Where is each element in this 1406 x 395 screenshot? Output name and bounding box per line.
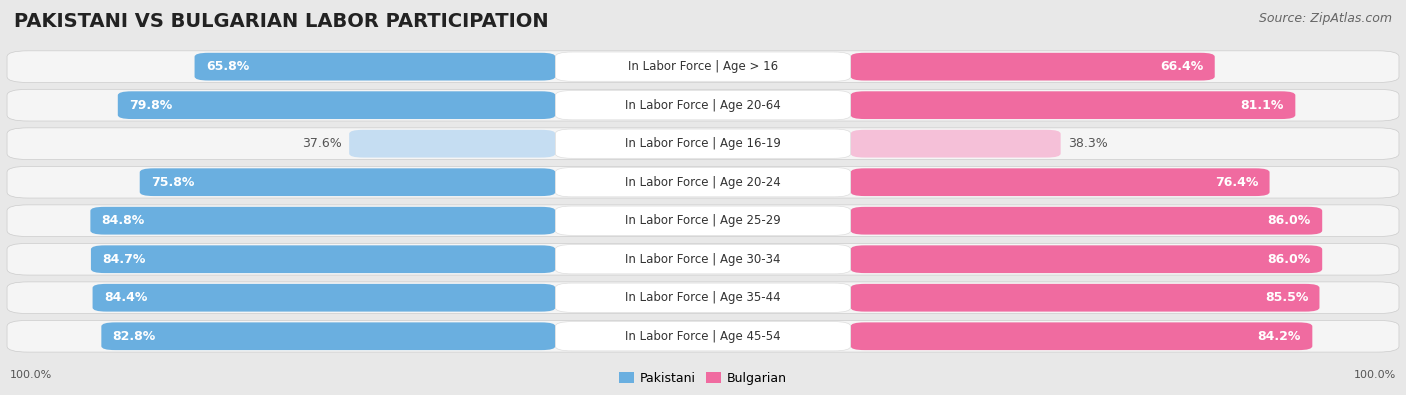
Text: 76.4%: 76.4% [1215, 176, 1258, 189]
Text: In Labor Force | Age 30-34: In Labor Force | Age 30-34 [626, 253, 780, 266]
Text: In Labor Force | Age 20-64: In Labor Force | Age 20-64 [626, 99, 780, 112]
Text: 81.1%: 81.1% [1240, 99, 1284, 112]
FancyBboxPatch shape [101, 322, 555, 350]
Text: 100.0%: 100.0% [10, 370, 52, 380]
Text: In Labor Force | Age 45-54: In Labor Force | Age 45-54 [626, 330, 780, 343]
FancyBboxPatch shape [851, 245, 1322, 273]
FancyBboxPatch shape [851, 168, 1270, 196]
FancyBboxPatch shape [555, 129, 851, 158]
Text: 75.8%: 75.8% [150, 176, 194, 189]
FancyBboxPatch shape [194, 53, 555, 81]
Text: 84.7%: 84.7% [103, 253, 146, 266]
FancyBboxPatch shape [555, 167, 851, 197]
FancyBboxPatch shape [555, 52, 851, 81]
FancyBboxPatch shape [851, 91, 1295, 119]
FancyBboxPatch shape [555, 322, 851, 351]
FancyBboxPatch shape [7, 282, 1399, 314]
FancyBboxPatch shape [555, 90, 851, 120]
FancyBboxPatch shape [851, 284, 1319, 312]
Text: In Labor Force | Age 25-29: In Labor Force | Age 25-29 [626, 214, 780, 227]
Text: PAKISTANI VS BULGARIAN LABOR PARTICIPATION: PAKISTANI VS BULGARIAN LABOR PARTICIPATI… [14, 12, 548, 31]
Text: 86.0%: 86.0% [1268, 253, 1310, 266]
FancyBboxPatch shape [851, 130, 1060, 158]
FancyBboxPatch shape [555, 206, 851, 235]
Text: In Labor Force | Age 20-24: In Labor Force | Age 20-24 [626, 176, 780, 189]
Text: In Labor Force | Age 35-44: In Labor Force | Age 35-44 [626, 291, 780, 304]
Text: 66.4%: 66.4% [1160, 60, 1204, 73]
FancyBboxPatch shape [7, 89, 1399, 121]
Text: 100.0%: 100.0% [1354, 370, 1396, 380]
FancyBboxPatch shape [118, 91, 555, 119]
FancyBboxPatch shape [555, 283, 851, 312]
FancyBboxPatch shape [851, 322, 1312, 350]
FancyBboxPatch shape [7, 243, 1399, 275]
FancyBboxPatch shape [349, 130, 555, 158]
Text: Source: ZipAtlas.com: Source: ZipAtlas.com [1258, 12, 1392, 25]
FancyBboxPatch shape [7, 166, 1399, 198]
Text: In Labor Force | Age 16-19: In Labor Force | Age 16-19 [626, 137, 780, 150]
FancyBboxPatch shape [90, 207, 555, 235]
Text: 84.2%: 84.2% [1258, 330, 1301, 343]
Text: 65.8%: 65.8% [205, 60, 249, 73]
Text: 86.0%: 86.0% [1268, 214, 1310, 227]
Text: 38.3%: 38.3% [1067, 137, 1108, 150]
FancyBboxPatch shape [7, 51, 1399, 83]
FancyBboxPatch shape [851, 207, 1322, 235]
FancyBboxPatch shape [93, 284, 555, 312]
FancyBboxPatch shape [139, 168, 555, 196]
Text: 85.5%: 85.5% [1265, 291, 1308, 304]
Text: In Labor Force | Age > 16: In Labor Force | Age > 16 [628, 60, 778, 73]
FancyBboxPatch shape [7, 128, 1399, 160]
FancyBboxPatch shape [7, 320, 1399, 352]
Text: 79.8%: 79.8% [129, 99, 173, 112]
Legend: Pakistani, Bulgarian: Pakistani, Bulgarian [619, 372, 787, 385]
Text: 84.8%: 84.8% [101, 214, 145, 227]
FancyBboxPatch shape [555, 245, 851, 274]
Text: 82.8%: 82.8% [112, 330, 156, 343]
FancyBboxPatch shape [91, 245, 555, 273]
Text: 84.4%: 84.4% [104, 291, 148, 304]
FancyBboxPatch shape [7, 205, 1399, 237]
Text: 37.6%: 37.6% [302, 137, 342, 150]
FancyBboxPatch shape [851, 53, 1215, 81]
